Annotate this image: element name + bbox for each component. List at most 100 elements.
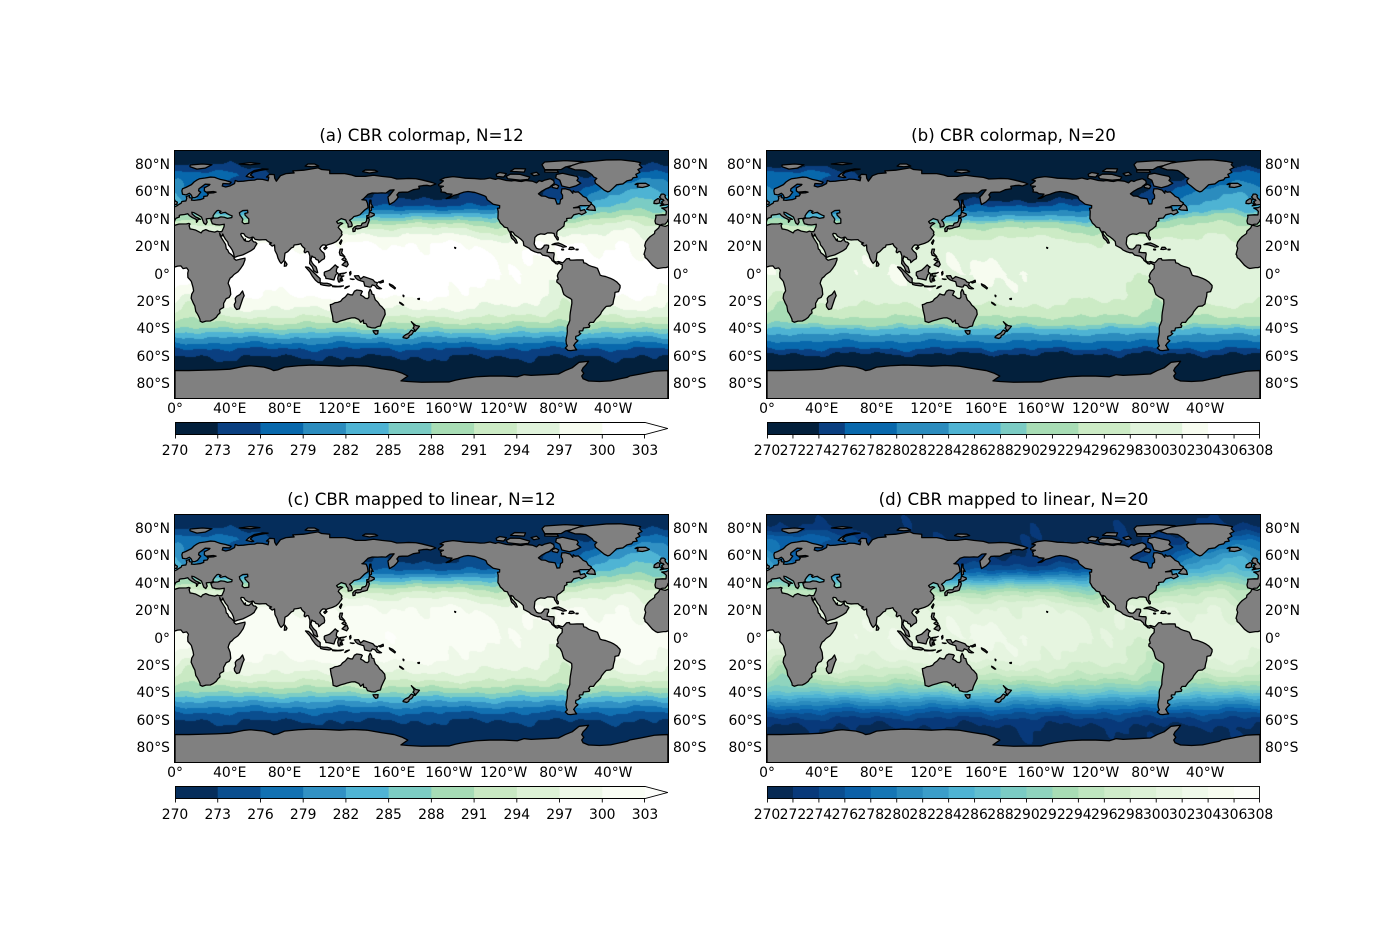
lat-tick-label-right: 20°S	[673, 293, 707, 310]
lon-tick-label: 160°W	[425, 765, 473, 781]
colorbar-tick-label: 306	[1220, 443, 1248, 459]
lon-tick-label: 120°W	[480, 765, 528, 781]
lat-tick-label-right: 60°S	[1265, 712, 1299, 729]
land-copy	[175, 522, 668, 762]
colorbar-tick-label: 290	[1013, 443, 1040, 459]
colorbar-segment	[345, 422, 390, 435]
colorbar-extension-triangle	[645, 422, 668, 435]
colorbar-tick-label: 304	[1194, 443, 1222, 459]
land-layer	[175, 158, 668, 398]
colorbar-segment	[844, 422, 872, 435]
colorbar-extension-triangle	[645, 786, 668, 799]
panel-d: (d) CBR mapped to linear, N=20 80°N 80°N 6…	[727, 491, 1300, 822]
lat-tick-label-right: 60°N	[1265, 548, 1301, 565]
colorbar-segment	[1182, 422, 1209, 435]
colorbar-tick-label: 273	[204, 807, 231, 823]
colorbar-tick-label: 270	[753, 443, 781, 459]
lon-tick-label: 80°E	[859, 765, 894, 781]
lat-tick-label-right: 40°S	[673, 685, 707, 702]
lon-tick-label: 80°W	[1131, 401, 1170, 417]
colorbar-segment	[260, 422, 304, 435]
lat-tick-label-left: 60°N	[134, 548, 170, 565]
colorbar-tick-label: 279	[289, 807, 317, 823]
lat-tick-label-right: 80°S	[673, 376, 707, 393]
colorbar-segment	[1234, 786, 1261, 799]
lon-tick-label: 160°E	[964, 765, 1008, 781]
colorbar-segment	[1026, 422, 1054, 435]
lon-tick-label: 80°W	[539, 401, 578, 417]
colorbar-tick-label: 270	[753, 807, 781, 823]
lat-tick-label-right: 20°S	[1265, 293, 1299, 310]
lat-tick-label-right: 80°N	[673, 156, 709, 173]
lat-tick-label-right: 40°S	[1265, 321, 1299, 338]
lat-tick-label-right: 80°S	[673, 740, 707, 757]
lat-tick-label-left: 60°S	[728, 712, 762, 729]
colorbar-tick-label: 290	[1013, 807, 1040, 823]
colorbar-tick-label: 276	[247, 807, 274, 823]
colorbar-segment	[1208, 422, 1235, 435]
lat-tick-label-left: 20°S	[136, 293, 170, 310]
lat-tick-label-left: 40°S	[136, 321, 170, 338]
lon-tick-label: 0°	[167, 401, 183, 417]
colorbar-segment	[792, 422, 820, 435]
lon-tick-label: 40°W	[594, 401, 633, 417]
colorbar-segment	[602, 786, 646, 799]
colorbar	[767, 786, 1261, 804]
lon-tick-label: 120°E	[910, 765, 953, 781]
colorbar-tick-label: 296	[1091, 807, 1118, 823]
lat-tick-label-right: 60°N	[673, 548, 709, 565]
lat-tick-label-left: 40°S	[136, 685, 170, 702]
panel-c: (c) CBR mapped to linear, N=12 80°N 80°N 6…	[135, 491, 708, 822]
colorbar-tick-label: 303	[631, 443, 659, 459]
lon-tick-label: 80°E	[859, 401, 894, 417]
panel-title: (c) CBR mapped to linear, N=12	[287, 490, 556, 509]
lon-tick-label: 40°W	[1186, 401, 1225, 417]
colorbar	[767, 422, 1261, 440]
colorbar-tick-label: 297	[546, 443, 573, 459]
lat-tick-label-left: 20°S	[728, 657, 762, 674]
lon-tick-label: 40°E	[213, 401, 247, 417]
panel-a: (a) CBR colormap, N=12 80°N 80°N 60°N 60°N 4…	[135, 127, 708, 458]
colorbar-segment	[1052, 786, 1079, 799]
lon-tick-label: 160°E	[964, 401, 1008, 417]
lon-tick-label: 120°W	[480, 401, 528, 417]
colorbar-segment	[1000, 422, 1028, 435]
colorbar-graphic	[175, 786, 670, 803]
lat-tick-label-right: 60°S	[673, 348, 707, 365]
colorbar-segment	[1104, 786, 1131, 799]
colorbar-tick-label: 274	[805, 807, 833, 823]
land-layer	[175, 522, 668, 762]
land-layer	[767, 158, 1260, 398]
colorbar-segment	[974, 786, 1002, 799]
lon-tick-label: 160°W	[1017, 765, 1065, 781]
lat-tick-label-left: 20°S	[136, 657, 170, 674]
lat-tick-label-right: 40°S	[673, 321, 707, 338]
lat-tick-label-right: 80°S	[1265, 740, 1299, 757]
colorbar-tick-label: 279	[289, 443, 317, 459]
lon-tick-label: 160°W	[425, 401, 473, 417]
colorbar-tick-label: 270	[161, 443, 189, 459]
colorbar-tick-label: 278	[857, 443, 885, 459]
colorbar-tick-label: 296	[1091, 443, 1118, 459]
land-copy	[175, 158, 668, 398]
map-plot-area	[175, 515, 668, 762]
land-masses	[175, 522, 668, 762]
colorbar-segment	[870, 786, 898, 799]
colorbar-segment	[217, 786, 262, 799]
land-copy	[767, 522, 1260, 762]
lon-tick-label: 120°E	[910, 401, 953, 417]
colorbar-tick-label: 294	[503, 807, 531, 823]
colorbar-outline	[175, 422, 670, 435]
lat-tick-label-right: 20°S	[673, 657, 707, 674]
lat-tick-label-left: 40°N	[134, 211, 170, 228]
lat-tick-label-left: 60°S	[728, 348, 762, 365]
land-copy-wrapped	[634, 158, 668, 398]
colorbar-tick-label: 288	[987, 807, 1014, 823]
colorbar-segment	[844, 786, 872, 799]
lat-tick-label-left: 0°	[154, 630, 170, 647]
colorbar-tick-label: 286	[961, 443, 988, 459]
lon-tick-label: 80°E	[267, 765, 302, 781]
colorbar-tick-label: 297	[546, 807, 573, 823]
colorbar-graphic	[767, 422, 1261, 439]
colorbar-tick-label: 274	[805, 443, 833, 459]
